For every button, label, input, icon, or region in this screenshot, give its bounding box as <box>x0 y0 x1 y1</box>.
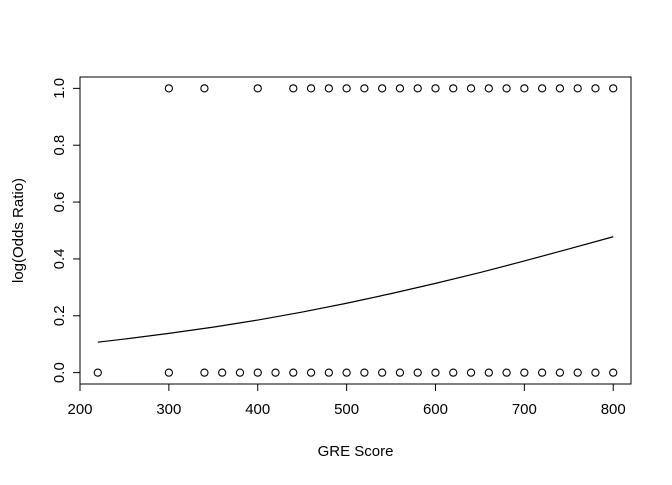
data-point-rejected <box>271 368 280 377</box>
data-point-rejected <box>573 368 582 377</box>
y-tick-label: 0.8 <box>51 135 68 156</box>
y-tick-label: 1.0 <box>51 78 68 99</box>
data-point-rejected <box>93 368 102 377</box>
x-tick-label: 400 <box>245 401 270 418</box>
fitted-curve-line <box>97 236 614 343</box>
data-point-rejected <box>555 368 565 377</box>
data-point-rejected <box>395 368 405 377</box>
x-axis: 200 300 400 500 600 700 800 <box>67 383 626 418</box>
data-point-admitted <box>360 84 369 93</box>
data-point-admitted <box>431 84 440 93</box>
data-point-admitted <box>555 84 565 93</box>
data-point-admitted <box>395 84 405 93</box>
data-point-rejected <box>253 368 262 377</box>
data-point-admitted <box>200 84 209 93</box>
fitted-curve-group <box>97 236 614 343</box>
data-point-rejected <box>520 368 529 377</box>
data-point-admitted <box>520 84 529 93</box>
data-point-admitted <box>324 84 333 93</box>
data-point-rejected <box>502 368 511 377</box>
x-axis-label: GRE Score <box>318 443 394 460</box>
data-points <box>93 84 618 377</box>
x-tick-label: 200 <box>67 401 92 418</box>
y-tick-label: 0.4 <box>51 248 68 269</box>
y-axis: 0.0 0.2 0.4 0.6 0.8 1.0 <box>51 78 81 383</box>
data-point-rejected <box>164 368 174 377</box>
plot-frame <box>79 76 632 385</box>
data-point-rejected <box>378 368 387 377</box>
y-tick-label: 0.6 <box>51 192 68 213</box>
x-tick-label: 800 <box>601 401 626 418</box>
data-point-admitted <box>449 84 458 93</box>
data-point-rejected <box>449 368 458 377</box>
data-point-admitted <box>484 84 493 93</box>
data-point-rejected <box>360 368 369 377</box>
data-point-admitted <box>164 84 174 93</box>
data-point-rejected <box>609 368 618 377</box>
data-point-admitted <box>413 84 422 93</box>
data-point-rejected <box>484 368 493 377</box>
data-point-rejected <box>431 368 440 377</box>
data-point-admitted <box>253 84 262 93</box>
x-tick-label: 300 <box>156 401 181 418</box>
y-tick-label: 0.0 <box>51 362 68 383</box>
data-point-rejected <box>324 368 333 377</box>
y-tick-label: 0.2 <box>51 305 68 326</box>
data-point-admitted <box>342 84 351 93</box>
x-tick-label: 600 <box>423 401 448 418</box>
data-point-rejected <box>289 368 298 377</box>
data-point-admitted <box>502 84 511 93</box>
data-point-admitted <box>289 84 298 93</box>
data-point-rejected <box>466 368 476 377</box>
data-point-rejected <box>218 368 227 377</box>
data-point-admitted <box>537 84 547 93</box>
x-tick-label: 500 <box>334 401 359 418</box>
data-point-admitted <box>378 84 387 93</box>
data-point-rejected <box>200 368 209 377</box>
x-tick-label: 700 <box>512 401 537 418</box>
data-point-admitted <box>466 84 476 93</box>
data-point-admitted <box>591 84 600 93</box>
data-point-rejected <box>413 368 422 377</box>
data-point-rejected <box>342 368 351 377</box>
data-point-rejected <box>591 368 600 377</box>
data-point-admitted <box>609 84 618 93</box>
y-axis-label: log(Odds Ratio) <box>10 178 27 283</box>
data-point-rejected <box>306 368 316 377</box>
data-point-admitted <box>306 84 316 93</box>
data-point-rejected <box>537 368 547 377</box>
data-point-admitted <box>573 84 582 93</box>
data-point-rejected <box>235 368 245 377</box>
